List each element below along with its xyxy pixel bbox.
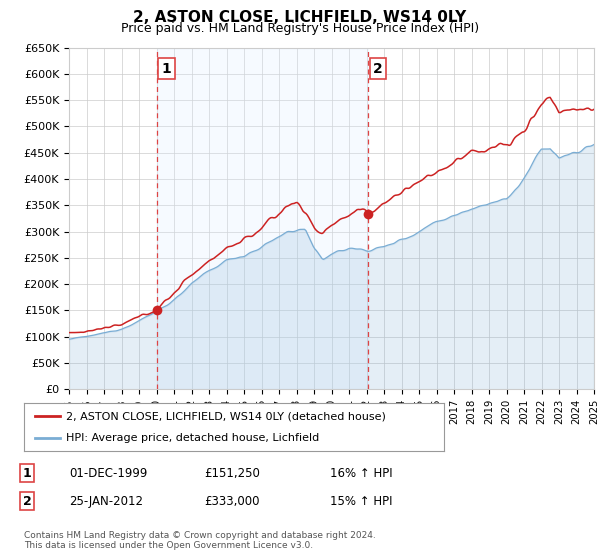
Text: £333,000: £333,000	[204, 494, 260, 508]
Text: £151,250: £151,250	[204, 466, 260, 480]
Text: Contains HM Land Registry data © Crown copyright and database right 2024.
This d: Contains HM Land Registry data © Crown c…	[24, 531, 376, 550]
Text: 2, ASTON CLOSE, LICHFIELD, WS14 0LY: 2, ASTON CLOSE, LICHFIELD, WS14 0LY	[133, 10, 467, 25]
Bar	[157, 48, 368, 389]
Text: 15% ↑ HPI: 15% ↑ HPI	[330, 494, 392, 508]
Text: 2, ASTON CLOSE, LICHFIELD, WS14 0LY (detached house): 2, ASTON CLOSE, LICHFIELD, WS14 0LY (det…	[66, 411, 386, 421]
Text: HPI: Average price, detached house, Lichfield: HPI: Average price, detached house, Lich…	[66, 433, 319, 443]
Text: 1: 1	[162, 62, 172, 76]
Text: Price paid vs. HM Land Registry's House Price Index (HPI): Price paid vs. HM Land Registry's House …	[121, 22, 479, 35]
Text: 01-DEC-1999: 01-DEC-1999	[69, 466, 148, 480]
Text: 2: 2	[23, 494, 31, 508]
Text: 25-JAN-2012: 25-JAN-2012	[69, 494, 143, 508]
Text: 16% ↑ HPI: 16% ↑ HPI	[330, 466, 392, 480]
Text: 2: 2	[373, 62, 383, 76]
Text: 1: 1	[23, 466, 31, 480]
